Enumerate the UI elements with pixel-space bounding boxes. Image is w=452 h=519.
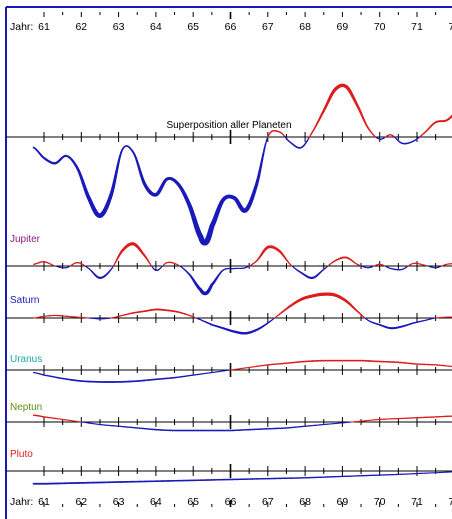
top-tick-label: 65: [187, 21, 199, 33]
top-tick-label: 61: [38, 21, 50, 33]
top-tick-label: 70: [374, 21, 386, 33]
top-tick-label: 62: [75, 21, 87, 33]
bottom-tick-label: 64: [150, 496, 162, 508]
bottom-axis-label: Jahr:: [10, 496, 33, 508]
top-tick-label: 72: [448, 21, 452, 33]
bottom-tick-label: 72: [448, 496, 452, 508]
superposition-title: Superposition aller Planeten: [166, 120, 291, 131]
labels-layer: Jahr: 61 62 63 64 65 66 67 68 69 70 71 72 Jahr: 61 62 63…: [10, 21, 452, 508]
series-jupiter: [32, 242, 452, 296]
jupiter-label: Jupiter: [10, 234, 41, 245]
uranus-label: Uranus: [10, 354, 42, 365]
top-tick-label: 68: [299, 21, 311, 33]
series-superposition-aller-planeten: [32, 83, 452, 246]
top-tick-label: 69: [337, 21, 349, 33]
bottom-tick-label: 63: [113, 496, 125, 508]
top-tick-label: 71: [411, 21, 423, 33]
curve-segment: [264, 139, 268, 145]
bottom-tick-label: 67: [262, 496, 274, 508]
series-neptun: [32, 414, 452, 432]
curve-segment: [261, 152, 265, 161]
series-saturn: [33, 292, 452, 335]
bottom-tick-label: 65: [187, 496, 199, 508]
bottom-tick-label: 69: [337, 496, 349, 508]
bottom-tick-label: 62: [75, 496, 87, 508]
axes-layer: [6, 12, 452, 507]
curve-segment: [262, 147, 266, 155]
top-tick-label: 64: [150, 21, 162, 33]
bottom-tick-label: 68: [299, 496, 311, 508]
bottom-tick-label: 70: [374, 496, 386, 508]
series-pluto: [32, 471, 452, 485]
curve-segment: [263, 143, 267, 150]
bottom-tick-label: 66: [225, 496, 237, 508]
top-tick-label: 63: [113, 21, 125, 33]
neptun-label: Neptun: [10, 402, 42, 413]
bottom-tick-label: 61: [38, 496, 50, 508]
saturn-label: Saturn: [10, 295, 39, 306]
top-axis-label: Jahr:: [10, 21, 33, 33]
curves-layer: [32, 83, 452, 485]
bottom-tick-label: 71: [411, 496, 423, 508]
top-tick-label: 67: [262, 21, 274, 33]
series-uranus: [32, 359, 452, 383]
pluto-label: Pluto: [10, 449, 33, 460]
chart-frame: [5, 6, 452, 519]
top-tick-label: 66: [225, 21, 237, 33]
